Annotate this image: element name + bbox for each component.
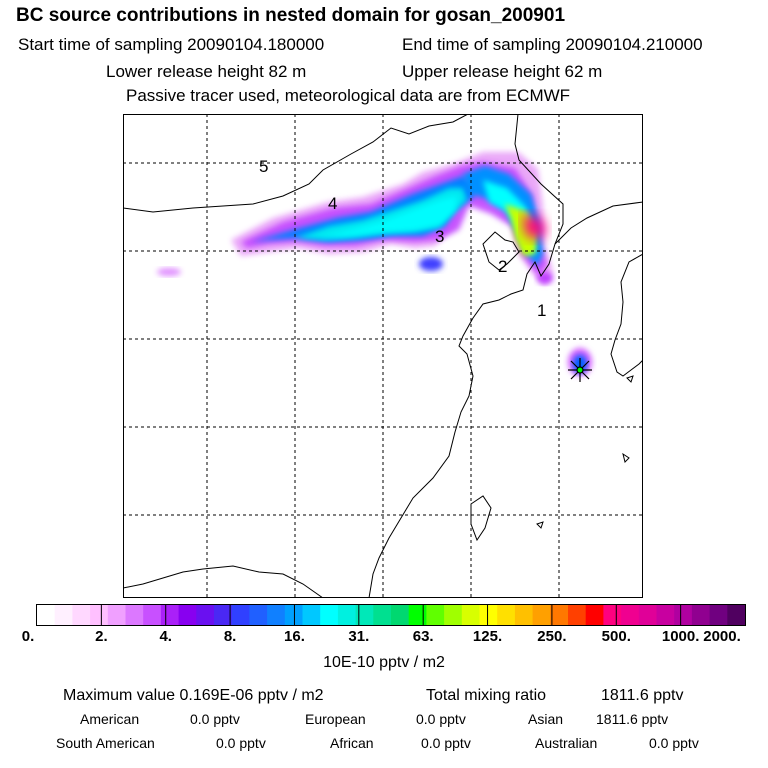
total-mixing-label: Total mixing ratio — [426, 687, 547, 704]
colorbar-swatch — [337, 605, 357, 625]
colorbar-swatch — [550, 605, 569, 625]
graticule — [123, 114, 643, 598]
colorbar-tick-label: 0. — [21, 628, 35, 645]
colorbar-tick-label: 125. — [472, 628, 503, 645]
start-time-label: Start time of sampling 20090104.180000 — [18, 35, 325, 54]
map-label-5: 5 — [259, 157, 268, 176]
colorbar-swatch — [160, 605, 180, 625]
colorbar-swatch — [267, 605, 286, 625]
colorbar-swatch — [320, 605, 339, 625]
colorbar-swatch — [54, 605, 73, 625]
total-mixing-value: 1811.6 pptv — [601, 687, 684, 704]
colorbar-swatch — [249, 605, 268, 625]
colorbar-tick-label: 16. — [284, 628, 305, 645]
colorbar-swatch — [90, 605, 109, 625]
colorbar-tick-label: 2. — [95, 628, 108, 645]
tracer-note: Passive tracer used, meteorological data… — [126, 86, 571, 105]
map-panel: 5 4 3 2 1 — [123, 114, 643, 598]
region-name-african: African — [330, 735, 374, 751]
plume-field — [157, 152, 592, 376]
colorbar-tick-label: 4. — [159, 628, 172, 645]
region-name-asian: Asian — [528, 711, 564, 727]
colorbar-swatch — [656, 605, 675, 625]
colorbar-swatch — [638, 605, 657, 625]
colorbar-swatch — [391, 605, 410, 625]
colorbar-swatch — [37, 605, 56, 625]
colorbar-swatch — [514, 605, 534, 625]
colorbar-swatch — [691, 605, 711, 625]
colorbar-tick-label: 2000. — [703, 628, 741, 645]
colorbar-swatch — [727, 605, 745, 625]
colorbar-swatch — [178, 605, 197, 625]
coastlines — [123, 114, 643, 598]
map-label-3: 3 — [435, 227, 444, 246]
map-label-4: 4 — [328, 194, 337, 213]
lower-release-label: Lower release height 82 m — [106, 62, 307, 81]
colorbar-swatch — [444, 605, 463, 625]
region-value-american: 0.0 pptv — [190, 711, 240, 727]
colorbar-swatch — [373, 605, 392, 625]
colorbar-swatch — [709, 605, 728, 625]
colorbar-swatch — [214, 605, 233, 625]
colorbar-swatch — [408, 605, 427, 625]
colorbar-tick-label: 31. — [348, 628, 370, 645]
colorbar-unit: 10E-10 pptv / m2 — [323, 654, 445, 671]
region-value-african: 0.0 pptv — [421, 735, 471, 751]
map-label-2: 2 — [498, 257, 507, 276]
colorbar-swatch — [426, 605, 445, 625]
colorbar-tick-label: 8. — [223, 628, 237, 645]
colorbar — [36, 604, 746, 626]
region-name-south-american: South American — [56, 735, 155, 751]
region-value-european: 0.0 pptv — [416, 711, 466, 727]
region-value-south-american: 0.0 pptv — [216, 735, 266, 751]
colorbar-swatch — [532, 605, 551, 625]
colorbar-swatch — [72, 605, 91, 625]
colorbar-swatch — [568, 605, 587, 625]
trajectory-labels: 5 4 3 2 1 — [259, 157, 546, 320]
colorbar-swatch — [284, 605, 303, 625]
colorbar-swatch — [355, 605, 374, 625]
colorbar-swatch — [674, 605, 693, 625]
colorbar-tick-label: 1000. — [661, 628, 700, 645]
colorbar-swatch — [125, 605, 144, 625]
end-time-label: End time of sampling 20090104.210000 — [402, 35, 703, 54]
colorbar-swatch — [461, 605, 480, 625]
colorbar-tick-label: 63. — [412, 628, 434, 645]
colorbar-swatch — [621, 605, 640, 625]
colorbar-tick-label: 250. — [537, 628, 567, 645]
colorbar-swatch — [143, 605, 162, 625]
upper-release-label: Upper release height 62 m — [402, 62, 603, 81]
plot-title: BC source contributions in nested domain… — [16, 5, 566, 26]
region-value-australian: 0.0 pptv — [649, 735, 699, 751]
colorbar-swatch — [196, 605, 215, 625]
colorbar-ticks: 0. 2. 4. 8. 16. 31. 63. 125. 250. 500. 1000. 2000. — [0, 628, 768, 648]
colorbar-swatch — [497, 605, 516, 625]
colorbar-swatch — [585, 605, 604, 625]
region-name-american: American — [80, 711, 140, 727]
region-name-european: European — [305, 711, 366, 727]
max-value: Maximum value 0.169E-06 pptv / m2 — [63, 687, 324, 704]
colorbar-tick-label: 500. — [601, 628, 631, 645]
colorbar-swatch — [479, 605, 498, 625]
colorbar-swatch — [231, 605, 250, 625]
map-label-1: 1 — [537, 301, 546, 320]
colorbar-swatch — [302, 605, 321, 625]
region-value-asian: 1811.6 pptv — [596, 711, 669, 727]
colorbar-swatch — [603, 605, 622, 625]
region-name-australian: Australian — [535, 735, 598, 751]
receptor-star-icon — [568, 358, 592, 382]
colorbar-swatch — [107, 605, 126, 625]
